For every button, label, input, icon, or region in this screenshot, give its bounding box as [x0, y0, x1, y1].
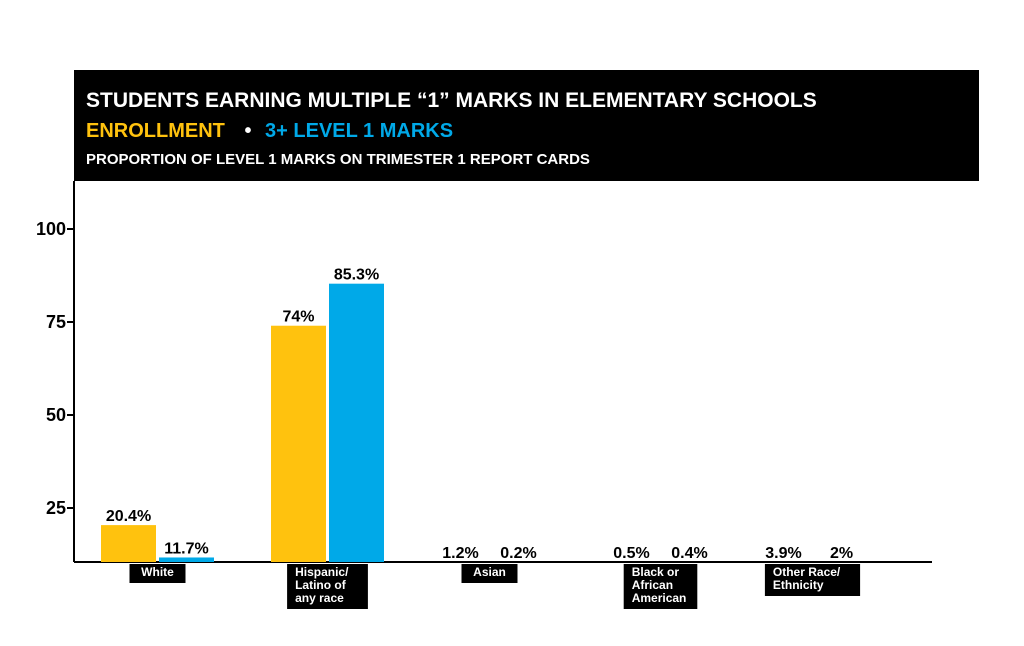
category-label-line: Latino of — [295, 578, 347, 592]
legend-separator: • — [244, 120, 251, 142]
y-tick-label: 75 — [46, 312, 66, 332]
category-label-line: African — [632, 578, 673, 592]
bar — [101, 525, 156, 562]
data-label: 20.4% — [106, 508, 151, 525]
category-label-box — [461, 564, 518, 583]
category-label: White — [141, 565, 174, 579]
bar — [159, 557, 214, 562]
header-banner — [74, 70, 979, 181]
data-label: 0.5% — [613, 545, 649, 562]
category-label-line: Hispanic/ — [295, 565, 349, 579]
category-label-line: Black or — [632, 565, 680, 579]
data-label: 0.4% — [671, 545, 707, 562]
category-label-line: any race — [295, 591, 344, 605]
category-label-line: American — [632, 591, 687, 605]
data-label: 1.2% — [442, 545, 478, 562]
data-label: 85.3% — [334, 267, 379, 284]
data-label: 11.7% — [164, 540, 208, 557]
legend: ENROLLMENT • 3+ LEVEL 1 MARKS — [86, 120, 453, 142]
chart-title: STUDENTS EARNING MULTIPLE “1” MARKS IN E… — [86, 89, 817, 112]
category-label-box — [623, 564, 698, 609]
data-label: 2% — [830, 545, 853, 562]
category-label-line: Other Race/ — [773, 565, 841, 579]
data-label: 74% — [282, 309, 314, 326]
category-label-line: Ethnicity — [773, 578, 824, 592]
y-tick-label: 100 — [36, 219, 66, 239]
legend-enrollment: ENROLLMENT — [86, 120, 225, 142]
category-label: Hispanic/Latino of any race — [295, 565, 349, 605]
chart-subtitle: PROPORTION OF LEVEL 1 MARKS ON TRIMESTER… — [86, 151, 590, 168]
plot-area: 25 50 75 100 20.4% 11.7% White 74% 85.3% Hispanic… — [36, 181, 932, 609]
category-label-line: Asian — [473, 565, 506, 579]
category-label: Black or African American — [632, 565, 687, 605]
bar — [329, 283, 384, 562]
y-tick-label: 25 — [46, 498, 66, 518]
category-label-box — [129, 564, 186, 583]
category-label: Asian — [473, 565, 506, 579]
data-label: 3.9% — [765, 545, 801, 562]
legend-marks: 3+ LEVEL 1 MARKS — [265, 120, 453, 142]
category-label-line: White — [141, 565, 174, 579]
y-tick-label: 50 — [46, 405, 66, 425]
bar — [271, 325, 326, 562]
data-label: 0.2% — [500, 545, 536, 562]
category-label-box — [287, 564, 368, 609]
category-label: Other Race/Ethnicity — [773, 565, 841, 592]
category-label-box — [764, 564, 861, 596]
